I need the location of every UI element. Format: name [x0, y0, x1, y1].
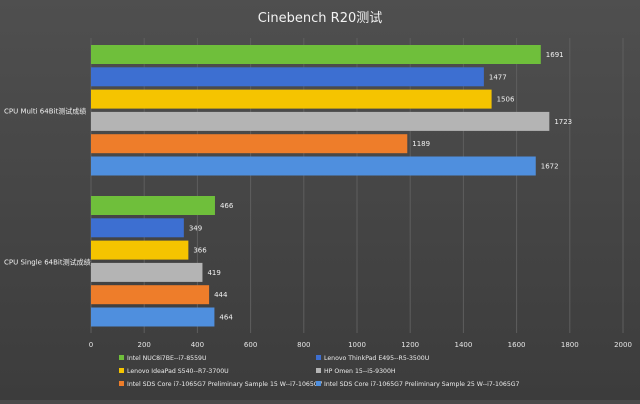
x-tick-label: 600 — [244, 341, 257, 349]
bars — [91, 45, 550, 327]
legend-swatch — [119, 355, 124, 360]
legend-swatch — [316, 368, 321, 373]
bar — [91, 45, 541, 64]
grid-lines — [90, 38, 624, 333]
x-tick-label: 400 — [191, 341, 204, 349]
bar — [91, 240, 189, 260]
legend: Intel NUC8i7BE--i7-8559U Lenovo ThinkPad … — [119, 355, 520, 388]
data-label: 419 — [207, 269, 220, 277]
legend-entry: Intel SDS Core i7-1065G7 Preliminary Sam… — [324, 381, 520, 388]
data-label: 349 — [189, 224, 202, 232]
x-tick-label: 1400 — [454, 341, 472, 349]
x-tick-label: 200 — [138, 341, 151, 349]
category-label: CPU Multi 64Bit测试成绩 — [4, 106, 86, 115]
data-label: 1477 — [489, 73, 507, 81]
legend-entry: Lenovo IdeaPad S540--R7-3700U — [127, 368, 229, 375]
x-tick-label: 1200 — [401, 341, 419, 349]
data-label: 466 — [220, 202, 234, 210]
chart-title: Cinebench R20测试 — [258, 11, 383, 26]
x-tick-label: 800 — [297, 341, 310, 349]
x-tick-label: 2000 — [614, 341, 632, 349]
data-label: 1672 — [541, 163, 559, 171]
data-labels: 1691 1477 1506 1723 1189 1672 466 349 366 419 444 4… — [189, 51, 572, 322]
x-tick-label: 1000 — [348, 341, 366, 349]
bar — [91, 218, 184, 238]
legend-entry: Lenovo ThinkPad E495--R5-3500U — [324, 355, 429, 362]
bar — [91, 285, 210, 305]
data-label: 1723 — [554, 118, 572, 126]
data-label: 464 — [219, 314, 233, 322]
bar — [91, 89, 492, 109]
bar — [91, 67, 484, 87]
data-label: 1506 — [497, 96, 515, 104]
x-tick-label: 0 — [89, 341, 93, 349]
bar — [91, 262, 203, 282]
bar — [91, 196, 215, 215]
legend-entry: HP Omen 15--i5-9300H — [324, 368, 396, 375]
bar — [91, 134, 408, 154]
legend-swatch — [119, 381, 124, 386]
legend-swatch — [119, 368, 124, 373]
x-tick-label: 1600 — [508, 341, 526, 349]
legend-swatch — [316, 355, 321, 360]
legend-entry: Intel SDS Core i7-1065G7 Preliminary Sam… — [127, 381, 323, 388]
data-label: 1189 — [412, 140, 430, 148]
bar — [91, 307, 215, 327]
x-tick-label: 1800 — [561, 341, 579, 349]
bar — [91, 111, 550, 131]
bar — [91, 156, 536, 176]
data-label: 1691 — [546, 51, 564, 59]
data-label: 444 — [214, 291, 228, 299]
legend-entry: Intel NUC8i7BE--i7-8559U — [127, 355, 207, 362]
category-labels: CPU Multi 64Bit测试成绩 CPU Single 64Bit测试成绩 — [4, 106, 91, 266]
data-label: 366 — [193, 247, 207, 255]
legend-swatch — [316, 381, 321, 386]
x-axis-tick-labels: 0 200 400 600 800 1000 1200 1400 1600 1800 2000 — [89, 341, 632, 349]
category-label: CPU Single 64Bit测试成绩 — [4, 257, 91, 266]
